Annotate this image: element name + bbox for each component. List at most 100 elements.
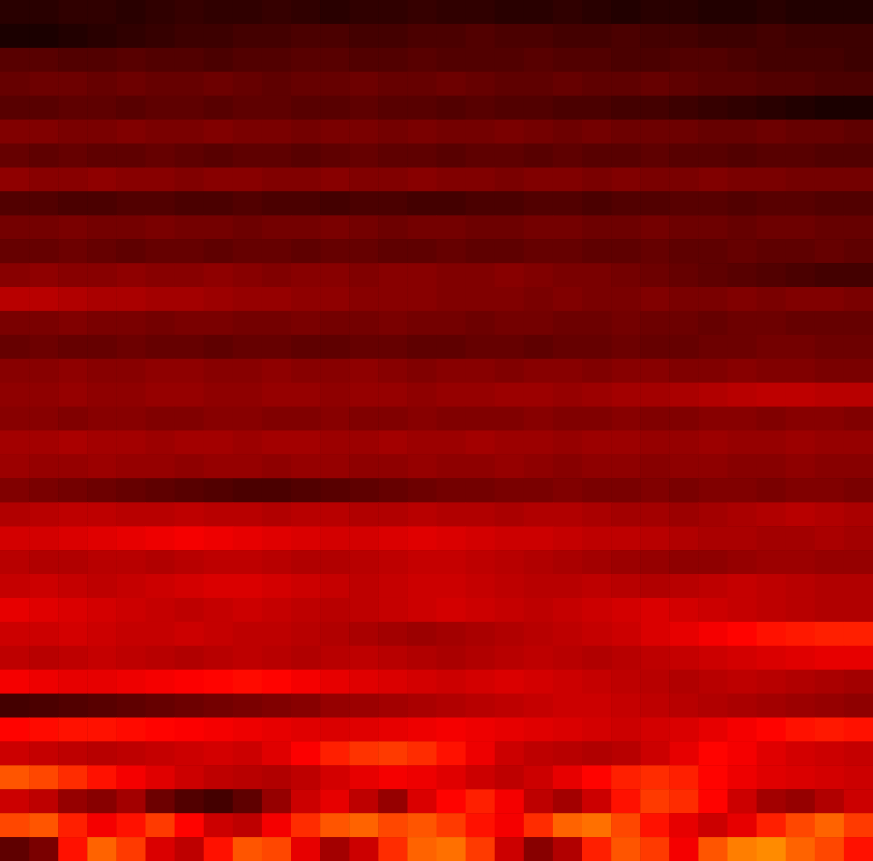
heatmap-cell [524,431,554,455]
heatmap-cell [262,96,292,120]
heatmap-cell [786,191,816,215]
heatmap-cell [611,789,641,813]
heatmap-cell [437,215,467,239]
heatmap-cell [233,72,263,96]
heatmap-cell [844,598,873,622]
heatmap-cell [146,765,176,789]
heatmap-cell [757,789,787,813]
heatmap-cell [407,837,437,861]
heatmap-cell [378,789,408,813]
heatmap-cell [29,813,59,837]
heatmap-cell [87,478,117,502]
heatmap-cell [378,383,408,407]
heatmap-cell [262,191,292,215]
heatmap-cell [582,263,612,287]
heatmap-cell [844,670,873,694]
heatmap-cell [175,718,205,742]
heatmap-cell [262,550,292,574]
heatmap-cell [698,72,728,96]
heatmap-cell [757,431,787,455]
heatmap-cell [407,574,437,598]
heatmap-cell [495,72,525,96]
heatmap-cell [669,335,699,359]
heatmap-cell [87,813,117,837]
heatmap-cell [87,622,117,646]
heatmap-cell [524,502,554,526]
heatmap-cell [29,454,59,478]
heatmap-cell [0,359,30,383]
heatmap-cell [29,646,59,670]
heatmap-cell [175,550,205,574]
heatmap-cell [495,478,525,502]
heatmap-cell [815,478,845,502]
heatmap-cell [378,526,408,550]
heatmap-cell [553,598,583,622]
heatmap-cell [175,646,205,670]
heatmap-cell [204,478,234,502]
heatmap-cell [553,24,583,48]
heatmap-cell [262,383,292,407]
heatmap-cell [378,574,408,598]
heatmap-cell [844,287,873,311]
heatmap-cell [116,478,146,502]
heatmap-cell [815,48,845,72]
heatmap-cell [553,359,583,383]
heatmap-cell [669,478,699,502]
heatmap-cell [146,120,176,144]
heatmap-cell [728,837,758,861]
heatmap-cell [669,550,699,574]
heatmap-cell [116,120,146,144]
heatmap-cell [786,239,816,263]
heatmap-cell [262,72,292,96]
heatmap-cell [582,550,612,574]
heatmap-cell [29,24,59,48]
heatmap-cell [524,478,554,502]
heatmap-cell [378,144,408,168]
heatmap-cell [495,837,525,861]
heatmap-cell [640,670,670,694]
heatmap-cell [844,407,873,431]
heatmap-cell [815,383,845,407]
heatmap-cell [378,287,408,311]
heatmap-cell [58,718,88,742]
heatmap-cell [815,837,845,861]
heatmap-cell [582,48,612,72]
heatmap-cell [146,502,176,526]
heatmap-cell [495,718,525,742]
heatmap-cell [58,48,88,72]
heatmap-cell [291,359,321,383]
heatmap-cell [407,120,437,144]
heatmap-cell [757,48,787,72]
heatmap-cell [640,96,670,120]
heatmap-cell [640,72,670,96]
heatmap-cell [378,239,408,263]
heatmap-cell [175,670,205,694]
heatmap-cell [669,813,699,837]
heatmap-cell [640,335,670,359]
heatmap-cell [233,311,263,335]
heatmap-cell [146,167,176,191]
heatmap-cell [146,383,176,407]
heatmap-cell [291,454,321,478]
heatmap-cell [204,741,234,765]
heatmap-cell [29,407,59,431]
heatmap-cell [58,167,88,191]
heatmap-cell [437,646,467,670]
heatmap-cell [87,24,117,48]
heatmap-cell [728,359,758,383]
heatmap-cell [262,718,292,742]
heatmap-cell [58,239,88,263]
heatmap-cell [495,287,525,311]
heatmap-cell [116,383,146,407]
heatmap-cell [0,454,30,478]
heatmap-cell [669,502,699,526]
heatmap-cell [524,311,554,335]
heatmap-cell [29,239,59,263]
heatmap-cell [611,144,641,168]
heatmap-cell [204,239,234,263]
heatmap-cell [291,502,321,526]
heatmap-cell [58,144,88,168]
heatmap-cell [262,694,292,718]
heatmap-cell [262,789,292,813]
heatmap-cell [349,646,379,670]
